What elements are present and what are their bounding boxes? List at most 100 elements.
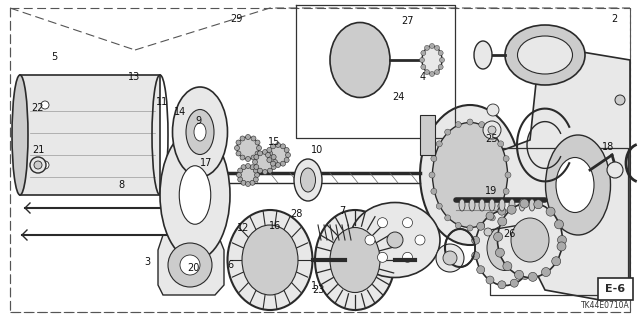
Circle shape <box>266 152 271 158</box>
Ellipse shape <box>194 123 206 141</box>
Circle shape <box>241 165 246 170</box>
Ellipse shape <box>519 199 525 211</box>
Circle shape <box>254 154 259 160</box>
Text: 2: 2 <box>611 14 618 24</box>
Circle shape <box>271 165 276 169</box>
Circle shape <box>431 189 437 194</box>
Circle shape <box>472 236 479 244</box>
Circle shape <box>510 279 518 287</box>
Circle shape <box>615 95 625 105</box>
Circle shape <box>246 164 250 168</box>
Circle shape <box>236 140 241 145</box>
Circle shape <box>534 200 543 209</box>
Ellipse shape <box>505 25 585 85</box>
Circle shape <box>552 257 561 266</box>
Circle shape <box>505 172 511 178</box>
Ellipse shape <box>487 226 523 271</box>
Circle shape <box>250 180 255 185</box>
Circle shape <box>490 215 495 221</box>
Circle shape <box>180 255 200 275</box>
Circle shape <box>484 228 492 236</box>
Circle shape <box>280 144 285 149</box>
Ellipse shape <box>479 199 485 211</box>
Circle shape <box>607 162 623 178</box>
Ellipse shape <box>173 87 227 177</box>
Text: 5: 5 <box>51 52 58 63</box>
Circle shape <box>436 244 464 272</box>
Circle shape <box>262 169 268 174</box>
Ellipse shape <box>179 166 211 224</box>
Text: 10: 10 <box>310 145 323 155</box>
Circle shape <box>251 136 256 141</box>
Circle shape <box>455 122 461 128</box>
Circle shape <box>521 217 529 225</box>
Text: 23: 23 <box>312 285 325 295</box>
Circle shape <box>498 281 506 289</box>
Circle shape <box>254 165 259 169</box>
Ellipse shape <box>420 105 520 245</box>
Circle shape <box>435 70 440 75</box>
Circle shape <box>436 141 442 147</box>
Circle shape <box>498 141 504 147</box>
Circle shape <box>255 152 275 172</box>
Circle shape <box>255 151 260 156</box>
Circle shape <box>415 235 425 245</box>
Ellipse shape <box>545 135 611 235</box>
Text: 21: 21 <box>32 145 45 155</box>
Circle shape <box>541 268 550 277</box>
Circle shape <box>41 101 49 109</box>
Circle shape <box>486 212 494 220</box>
Circle shape <box>267 158 272 162</box>
Text: 12: 12 <box>237 223 250 233</box>
Bar <box>598 278 633 300</box>
Text: 24: 24 <box>392 92 404 102</box>
Circle shape <box>546 207 555 216</box>
Text: 8: 8 <box>118 180 125 190</box>
Circle shape <box>255 140 260 145</box>
Circle shape <box>429 172 435 178</box>
Text: 22: 22 <box>31 103 44 114</box>
Circle shape <box>557 235 566 244</box>
Ellipse shape <box>475 211 535 286</box>
Ellipse shape <box>459 199 465 211</box>
Circle shape <box>421 64 426 70</box>
Ellipse shape <box>186 109 214 154</box>
Text: TK44E0710A: TK44E0710A <box>581 301 630 310</box>
Circle shape <box>503 189 509 194</box>
Circle shape <box>234 145 239 151</box>
Circle shape <box>378 218 387 228</box>
Circle shape <box>528 272 538 281</box>
Ellipse shape <box>242 225 298 295</box>
Circle shape <box>275 143 280 147</box>
Circle shape <box>507 205 516 214</box>
Circle shape <box>387 232 403 248</box>
Ellipse shape <box>474 41 492 69</box>
Circle shape <box>255 173 259 177</box>
Text: 27: 27 <box>401 16 413 26</box>
Text: 1: 1 <box>310 280 317 291</box>
Text: 17: 17 <box>200 158 212 168</box>
Circle shape <box>557 242 566 251</box>
Circle shape <box>520 199 529 208</box>
Circle shape <box>493 232 502 241</box>
Text: 14: 14 <box>174 107 187 117</box>
Ellipse shape <box>330 227 380 293</box>
Circle shape <box>268 168 273 173</box>
Circle shape <box>531 244 539 252</box>
Circle shape <box>284 147 289 152</box>
Circle shape <box>445 129 451 135</box>
Text: 25: 25 <box>485 134 498 144</box>
Ellipse shape <box>160 130 230 260</box>
Bar <box>420 115 435 155</box>
Circle shape <box>34 161 42 169</box>
Circle shape <box>253 168 259 173</box>
Text: 4: 4 <box>419 71 426 82</box>
Circle shape <box>271 154 276 160</box>
Circle shape <box>262 150 268 154</box>
Text: 19: 19 <box>485 186 498 197</box>
Ellipse shape <box>422 46 442 74</box>
Circle shape <box>237 168 243 173</box>
Circle shape <box>257 168 262 173</box>
Circle shape <box>503 262 512 271</box>
Ellipse shape <box>499 199 505 211</box>
